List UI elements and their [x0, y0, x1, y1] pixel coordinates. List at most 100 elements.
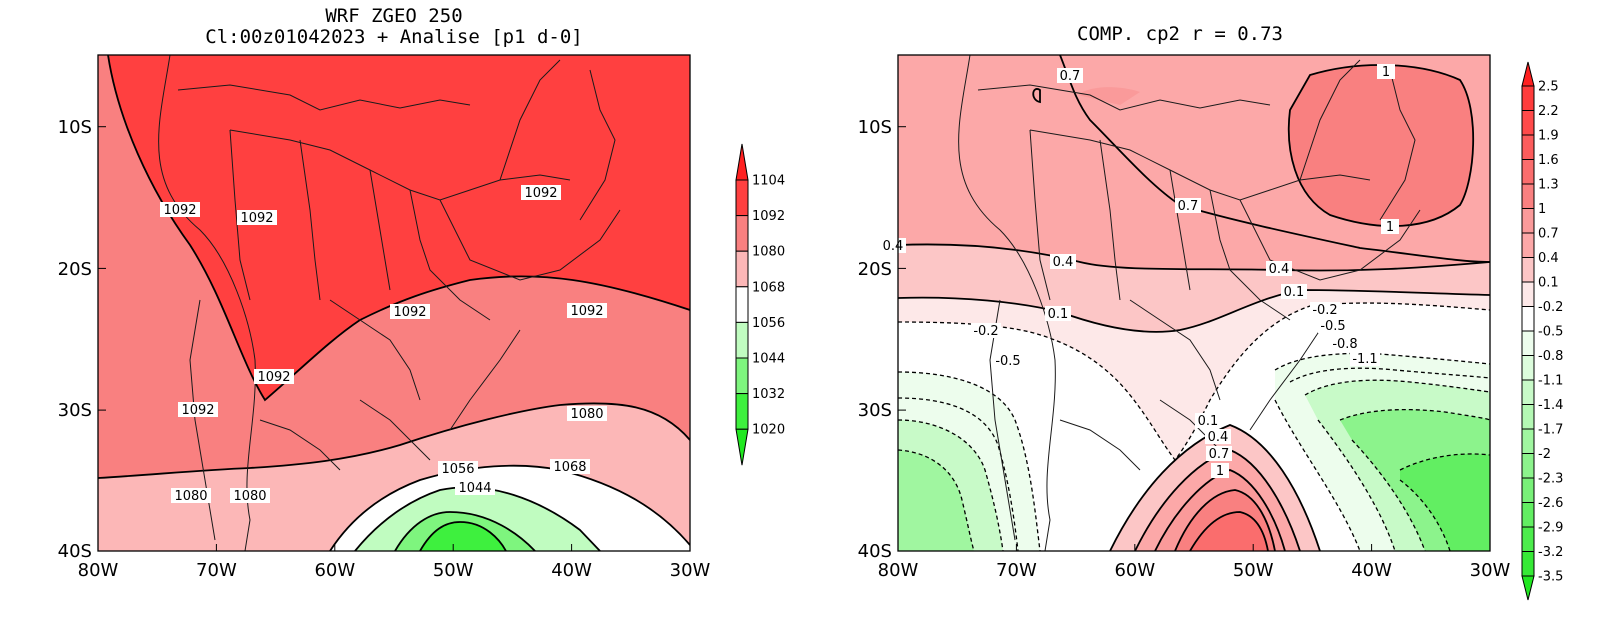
left-contour-label: 1092: [524, 186, 557, 201]
left-colorbar-box: [735, 250, 749, 288]
right-contour-neg0.8-west: [898, 397, 1019, 551]
right-colorbar-box: [1521, 502, 1535, 528]
right-contour-label: 1: [1216, 464, 1224, 479]
right-colorbar-bottom-arrow: [1521, 575, 1535, 601]
left-y-tick-label: 10S: [58, 117, 92, 138]
left-label-bg: [237, 210, 277, 225]
right-colorbar-label: 1.9: [1538, 129, 1559, 144]
left-contour-label: 1080: [570, 407, 603, 422]
right-label-bg: [1206, 446, 1232, 461]
right-band-0.7-north: [1078, 87, 1140, 105]
left-colorbar-label: 1068: [752, 280, 785, 295]
right-colorbar-label: -0.8: [1538, 349, 1563, 364]
right-label-bg: [1281, 284, 1307, 299]
left-colorbar-box: [735, 321, 749, 359]
right-x-ticks: 80W 70W 60W 50W 40W 30W: [878, 544, 1511, 581]
right-contour-label: 0.4: [883, 239, 904, 254]
left-contour-1044: [394, 511, 536, 551]
left-contour-label: 1080: [174, 489, 207, 504]
left-y-tick-label: 30S: [58, 400, 92, 421]
right-contour-neg0.5-west: [898, 371, 1041, 551]
left-label-bg: [160, 202, 200, 217]
right-label-bg: [1330, 336, 1360, 351]
right-colorbar-box: [1521, 379, 1535, 405]
left-label-bg: [390, 304, 430, 319]
left-contour-label: 1092: [163, 203, 196, 218]
left-colorbar: 1104 1092 1080 1068 1056 1044 1032 1020: [735, 143, 785, 466]
right-colorbar-box: [1521, 551, 1535, 577]
right-colorbar-label: 0.4: [1538, 251, 1559, 266]
left-subtitle: Cl:00z01042023 + Analise [p1 d-0]: [205, 26, 583, 48]
right-contour-label: 0.1: [1048, 307, 1069, 322]
right-colorbar-top-arrow: [1521, 61, 1535, 87]
right-colorbar-label: -3.5: [1538, 570, 1563, 585]
right-colorbar-box: [1521, 477, 1535, 503]
left-colorbar-label: 1044: [752, 352, 785, 367]
left-y-tick-label: 20S: [58, 259, 92, 280]
left-colorbar-label: 1104: [752, 174, 785, 189]
right-label-bg: [1050, 254, 1076, 269]
right-label-bg: [1205, 429, 1231, 444]
right-contour-label: -0.2: [1312, 303, 1337, 318]
right-colorbar-box: [1521, 404, 1535, 430]
right-colorbar-label: -2.6: [1538, 496, 1563, 511]
right-label-bg: [1350, 351, 1380, 366]
right-contour-0.1-south: [1109, 424, 1321, 551]
right-band-neg2.9-east: [1400, 453, 1490, 551]
right-contour-1-south: [1174, 489, 1276, 551]
right-colorbar-box: [1521, 183, 1535, 209]
right-colorbar-box: [1521, 208, 1535, 234]
right-contour-label: 0.1: [1198, 414, 1219, 429]
right-y-tick-label: 30S: [858, 400, 892, 421]
right-colorbar-label: 0.7: [1538, 227, 1559, 242]
left-label-bg: [567, 303, 607, 318]
left-contour-label: 1092: [240, 211, 273, 226]
right-label-bg: [880, 238, 906, 253]
left-x-tick-label: 40W: [551, 560, 592, 581]
right-colorbar-box: [1521, 85, 1535, 111]
left-axes: 80W 70W 60W 50W 40W 30W 10S 20S 30S 40S: [58, 117, 711, 581]
left-label-bg: [521, 185, 561, 200]
right-label-bg: [1175, 198, 1201, 213]
left-contour-label: 1068: [553, 460, 586, 475]
right-colorbar-label: -0.5: [1538, 325, 1563, 340]
right-map-borders: [958, 55, 1421, 551]
right-colorbar-box: [1521, 526, 1535, 552]
left-colorbar-label: 1056: [752, 316, 785, 331]
left-label-bg: [230, 488, 270, 503]
left-contour-label: 1092: [393, 305, 426, 320]
right-colorbar-label: 1: [1538, 202, 1546, 217]
right-contour-neg0.8-east: [1289, 367, 1490, 383]
right-panel: COMP. cp2 r = 0.73: [858, 23, 1563, 601]
left-colorbar-label: 1080: [752, 245, 785, 260]
left-colorbar-box: [735, 286, 749, 323]
right-axes: 80W 70W 60W 50W 40W 30W 10S 20S 30S 40S: [858, 117, 1511, 581]
left-contour-1056: [354, 486, 601, 551]
left-colorbar-label: 1020: [752, 423, 785, 438]
left-panel: WRF ZGEO 250 Cl:00z01042023 + Analise [p…: [58, 5, 785, 581]
left-label-bg: [438, 461, 478, 476]
right-contour-1-north: [1287, 64, 1475, 227]
right-colorbar-box: [1521, 110, 1535, 136]
left-y-ticks: 10S 20S 30S 40S: [58, 117, 106, 562]
right-label-bg: [1266, 261, 1292, 276]
right-contour-label: -0.2: [973, 324, 998, 339]
left-contour-1068: [329, 464, 690, 551]
left-map-borders: [158, 55, 621, 551]
right-contour-label: 0.4: [1269, 262, 1290, 277]
right-colorbar-box: [1521, 257, 1535, 283]
right-contour-neg1.1-south: [1317, 419, 1396, 551]
left-label-bg: [550, 459, 590, 474]
right-colorbar-label: -3.2: [1538, 545, 1563, 560]
left-colorbar-box: [735, 215, 749, 252]
right-y-tick-label: 20S: [858, 259, 892, 280]
right-colorbar-box: [1521, 134, 1535, 160]
right-contour-neg1.7-east: [1351, 439, 1426, 551]
right-contour-label: -1.1: [1352, 352, 1377, 367]
right-label-bg: [1057, 68, 1083, 83]
left-contour-label: 1044: [458, 481, 491, 496]
right-contour-neg2.6-east: [1399, 453, 1490, 471]
right-band-1.3-south: [1190, 512, 1268, 551]
right-colorbar-label: -2.9: [1538, 521, 1563, 536]
right-contour-label: 0.1: [1284, 285, 1305, 300]
